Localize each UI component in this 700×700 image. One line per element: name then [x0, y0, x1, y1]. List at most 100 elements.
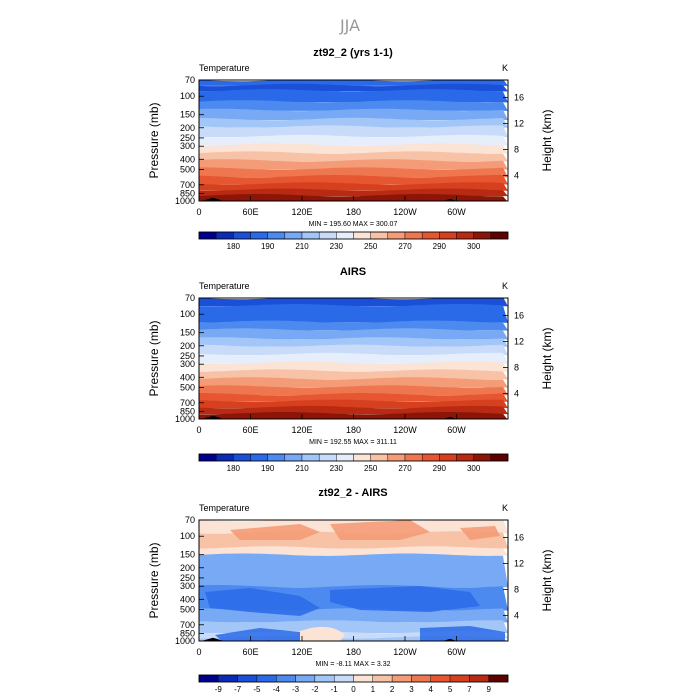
colorbar-label: 190 — [261, 464, 275, 473]
contour-band — [199, 298, 508, 307]
colorbar-swatch — [218, 674, 238, 683]
contour-band — [199, 385, 508, 396]
y2-tick-label: 8 — [514, 363, 519, 373]
colorbar-swatch — [250, 453, 268, 462]
colorbar-swatch — [372, 674, 393, 683]
contour-patch — [420, 626, 505, 641]
colorbar-label: 250 — [364, 464, 378, 473]
contour-band — [199, 369, 508, 380]
y-tick-label: 70 — [185, 515, 195, 525]
min-max-stats: MIN = 195.60 MAX = 300.07 — [309, 221, 398, 228]
y2-axis-label: Height (km) — [540, 327, 554, 389]
contour-band — [199, 412, 508, 419]
colorbar-label: 0 — [351, 685, 356, 694]
colorbar: 180 190 210 230 250 270 290 300 — [198, 231, 509, 251]
y-tick-label: 400 — [180, 154, 195, 164]
colorbar-swatch — [215, 453, 234, 462]
contour-band — [199, 125, 508, 138]
contour-patch — [300, 626, 345, 641]
colorbar-swatch — [456, 231, 474, 240]
contour-band — [199, 117, 508, 128]
y2-tick-label: 4 — [514, 611, 519, 621]
y-tick-label: 700 — [180, 620, 195, 630]
colorbar-swatch — [404, 231, 423, 240]
y-tick-label: 200 — [180, 563, 195, 573]
colorbar-swatch — [387, 231, 406, 240]
colorbar-swatch — [237, 674, 258, 683]
colorbar-label: 3 — [409, 685, 414, 694]
y2-tick-label: 8 — [514, 145, 519, 155]
contour-band — [199, 167, 508, 178]
contour-band — [199, 143, 508, 154]
contour-field — [199, 80, 508, 201]
colorbar-label: 190 — [261, 242, 275, 251]
units-label: K — [502, 281, 508, 291]
y-tick-label: 100 — [180, 91, 195, 101]
y-tick-label: 700 — [180, 398, 195, 408]
colorbar-label: -1 — [331, 685, 339, 694]
y-tick-label: 150 — [180, 110, 195, 120]
units-label: K — [502, 63, 508, 73]
colorbar: -9 -7 -5 -4 -3 -2 -1 0 1 2 3 4 5 7 9 — [198, 674, 509, 694]
panel-title: zt92_2 (yrs 1-1) — [313, 47, 393, 59]
contour-band — [199, 134, 508, 146]
colorbar-swatch — [421, 231, 440, 240]
colorbar-swatch — [295, 674, 316, 683]
x-tick-label: 60W — [447, 647, 466, 657]
y-tick-label: 500 — [180, 382, 195, 392]
contour-patch — [330, 586, 480, 612]
figure-title: JJA — [339, 16, 360, 35]
y2-tick-label: 16 — [514, 93, 524, 103]
colorbar-label: 2 — [390, 685, 395, 694]
colorbar-frame — [198, 231, 509, 240]
colorbar-swatch — [387, 453, 406, 462]
y-tick-label: 850 — [180, 407, 195, 417]
contour-field — [199, 298, 508, 419]
terrain-mask — [199, 637, 238, 641]
contour-band — [199, 546, 508, 556]
contour-band — [199, 553, 508, 588]
colorbar-label: 230 — [330, 464, 344, 473]
colorbar-swatch — [490, 453, 509, 462]
contour-band — [199, 399, 508, 409]
colorbar-label: 210 — [295, 242, 309, 251]
contour-patch — [215, 628, 300, 641]
y-tick-label: 500 — [180, 164, 195, 174]
y-tick-label: 150 — [180, 550, 195, 560]
colorbar-label: 300 — [467, 242, 481, 251]
contour-band — [199, 377, 508, 388]
variable-label: Temperature — [199, 63, 250, 73]
y2-tick-label: 4 — [514, 389, 519, 399]
contour-band — [199, 344, 508, 356]
x-tick-label: 180 — [346, 647, 361, 657]
y-tick-label: 200 — [180, 341, 195, 351]
y-tick-label: 500 — [180, 604, 195, 614]
y2-tick-label: 12 — [514, 559, 524, 569]
y-axis-label: Pressure (mb) — [147, 542, 161, 618]
x-tick-label: 120W — [393, 207, 417, 217]
x-tick-label: 120E — [291, 425, 312, 435]
colorbar-swatch — [439, 453, 457, 462]
y-tick-label: 250 — [180, 133, 195, 143]
colorbar-label: 290 — [433, 242, 447, 251]
colorbar-swatch — [301, 453, 320, 462]
colorbar-swatch — [336, 453, 354, 462]
y-tick-label: 400 — [180, 372, 195, 382]
chart-panel-1: zt92_2 (yrs 1-1)Temperature K701001502002… — [147, 47, 554, 251]
colorbar-swatch — [284, 231, 303, 240]
colorbar-swatch — [488, 674, 509, 683]
y-axis-label: Pressure (mb) — [147, 102, 161, 178]
y-tick-label: 1000 — [175, 636, 195, 646]
contour-band — [199, 304, 508, 323]
y-tick-label: 70 — [185, 75, 195, 85]
terrain-mask — [436, 198, 470, 201]
y2-tick-label: 12 — [514, 119, 524, 129]
y-tick-label: 1000 — [175, 414, 195, 424]
contour-band — [199, 320, 508, 331]
units-label: K — [502, 503, 508, 513]
y-tick-label: 1000 — [175, 196, 195, 206]
colorbar: 180 190 210 230 250 270 290 300 — [198, 453, 509, 473]
colorbar-swatch — [430, 674, 451, 683]
